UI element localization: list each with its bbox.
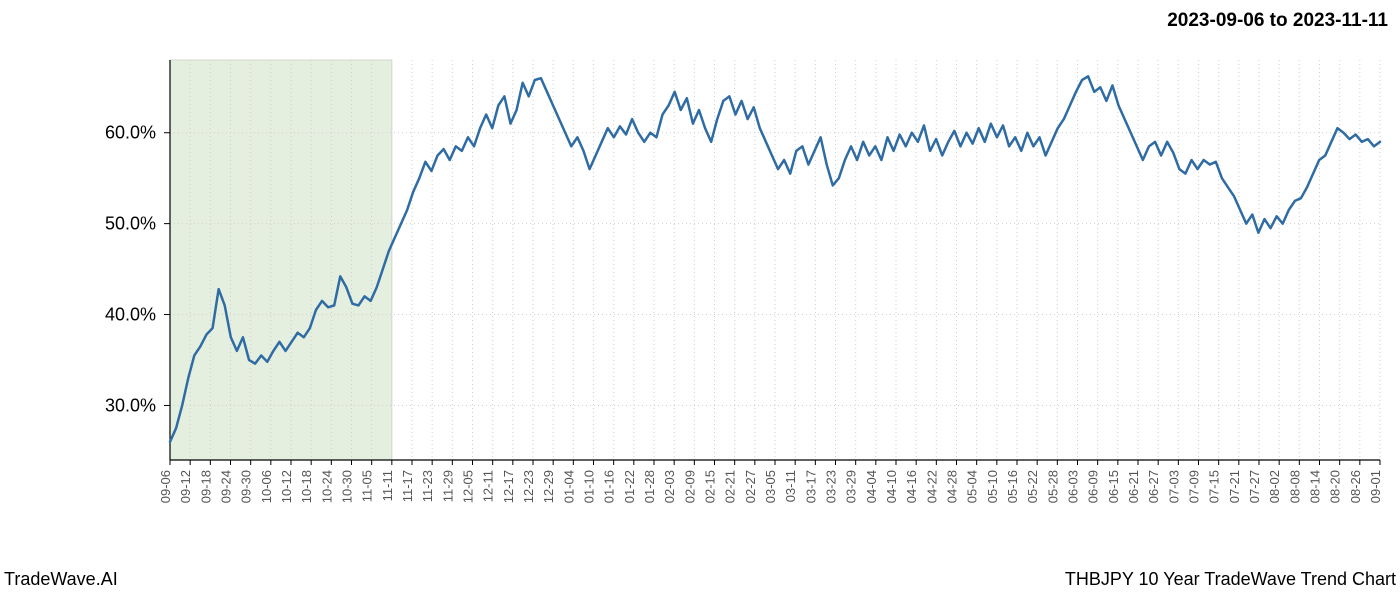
- x-tick-label: 02-15: [703, 470, 718, 503]
- x-tick-label: 08-02: [1267, 470, 1282, 503]
- x-tick-label: 01-04: [561, 470, 576, 503]
- x-tick-label: 02-27: [743, 470, 758, 503]
- x-tick-label: 09-01: [1368, 470, 1383, 503]
- x-tick-label: 08-08: [1287, 470, 1302, 503]
- y-tick-label: 60.0%: [105, 123, 156, 143]
- x-tick-label: 10-30: [340, 470, 355, 503]
- x-tick-label: 02-03: [662, 470, 677, 503]
- x-tick-label: 08-26: [1348, 470, 1363, 503]
- x-tick-label: 11-11: [380, 470, 395, 501]
- x-tick-label: 04-22: [924, 470, 939, 503]
- x-tick-label: 03-23: [824, 470, 839, 503]
- x-tick-label: 12-05: [461, 470, 476, 503]
- highlight-band: [170, 60, 392, 460]
- x-tick-label: 03-17: [803, 470, 818, 503]
- y-tick-label: 40.0%: [105, 305, 156, 325]
- chart-title-label: THBJPY 10 Year TradeWave Trend Chart: [1065, 569, 1396, 590]
- x-tick-label: 12-23: [521, 470, 536, 503]
- x-tick-label: 11-29: [440, 470, 455, 502]
- date-range-label: 2023-09-06 to 2023-11-11: [1167, 10, 1388, 32]
- trend-chart: 30.0% 40.0% 50.0% 60.0% 09-06 09-12 09-18 09-24…: [0, 0, 1400, 600]
- x-tick-label: 07-21: [1227, 470, 1242, 503]
- x-tick-label: 04-16: [904, 470, 919, 503]
- x-tick-label: 06-27: [1146, 470, 1161, 503]
- x-tick-label: 11-23: [420, 470, 435, 502]
- x-tick-label: 12-11: [481, 470, 496, 502]
- x-tick-label: 02-09: [682, 470, 697, 503]
- x-tick-label: 09-12: [178, 470, 193, 503]
- x-tick-label: 11-05: [360, 470, 375, 502]
- x-tick-label: 03-29: [844, 470, 859, 503]
- x-tick-label: 08-14: [1308, 470, 1323, 503]
- x-tick-label: 11-17: [400, 470, 415, 502]
- x-tick-label: 06-21: [1126, 470, 1141, 503]
- x-tick-label: 02-21: [723, 470, 738, 503]
- x-tick-label: 01-22: [622, 470, 637, 503]
- x-tick-label: 09-06: [158, 470, 173, 503]
- x-tick-label: 01-16: [602, 470, 617, 503]
- x-tick-label: 07-09: [1187, 470, 1202, 503]
- x-tick-label: 04-28: [945, 470, 960, 503]
- x-tick-label: 07-03: [1166, 470, 1181, 503]
- x-tick-label: 08-20: [1328, 470, 1343, 503]
- x-tick-label: 03-05: [763, 470, 778, 503]
- x-tick-label: 01-28: [642, 470, 657, 503]
- chart-container: 30.0% 40.0% 50.0% 60.0% 09-06 09-12 09-18 09-24…: [0, 0, 1400, 600]
- y-tick-label: 30.0%: [105, 395, 156, 415]
- x-tick-label: 07-27: [1247, 470, 1262, 503]
- x-tick-label: 06-09: [1086, 470, 1101, 503]
- x-tick-label: 12-29: [541, 470, 556, 503]
- y-tick-label: 50.0%: [105, 214, 156, 234]
- x-tick-label: 05-16: [1005, 470, 1020, 503]
- x-tick-label: 05-10: [985, 470, 1000, 503]
- x-tick-label: 05-28: [1045, 470, 1060, 503]
- x-tick-label: 10-06: [259, 470, 274, 503]
- branding-label: TradeWave.AI: [4, 569, 118, 590]
- x-tick-label: 07-15: [1207, 470, 1222, 503]
- x-tick-label: 05-22: [1025, 470, 1040, 503]
- x-tick-label: 09-30: [239, 470, 254, 503]
- x-tick-label: 04-10: [884, 470, 899, 503]
- x-tick-label: 06-03: [1066, 470, 1081, 503]
- x-tick-label: 09-18: [198, 470, 213, 503]
- x-tick-label: 12-17: [501, 470, 516, 503]
- x-tick-label: 04-04: [864, 470, 879, 503]
- x-tick-label: 10-18: [299, 470, 314, 503]
- x-tick-label: 09-24: [219, 470, 234, 503]
- x-tick-label: 05-04: [965, 470, 980, 503]
- x-tick-label: 06-15: [1106, 470, 1121, 503]
- x-tick-label: 10-24: [319, 470, 334, 503]
- x-tick-label: 03-11: [783, 470, 798, 502]
- x-tick-label: 10-12: [279, 470, 294, 503]
- x-tick-label: 01-10: [582, 470, 597, 503]
